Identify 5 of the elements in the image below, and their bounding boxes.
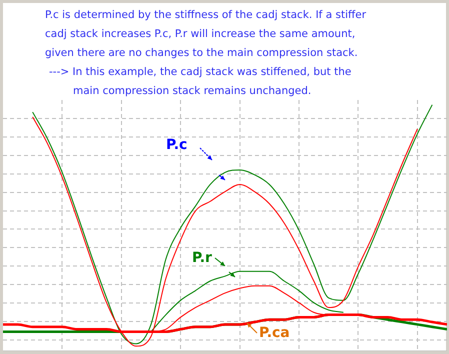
chart-subtitle: ---> In this example, the cadj stack was stiffened, but the main compression stack remains unchanged.	[49, 65, 352, 99]
annotation: P.c	[166, 137, 188, 153]
chart-title: P.c is determined by the stiffness of the cadj stack. If a stiffer cadj stack increases P.c, P.r will increase the same amount, given there are no changes to the main compression stack.	[45, 8, 368, 61]
annotation: P.r	[192, 250, 212, 266]
annotation: P.ca	[259, 325, 290, 341]
